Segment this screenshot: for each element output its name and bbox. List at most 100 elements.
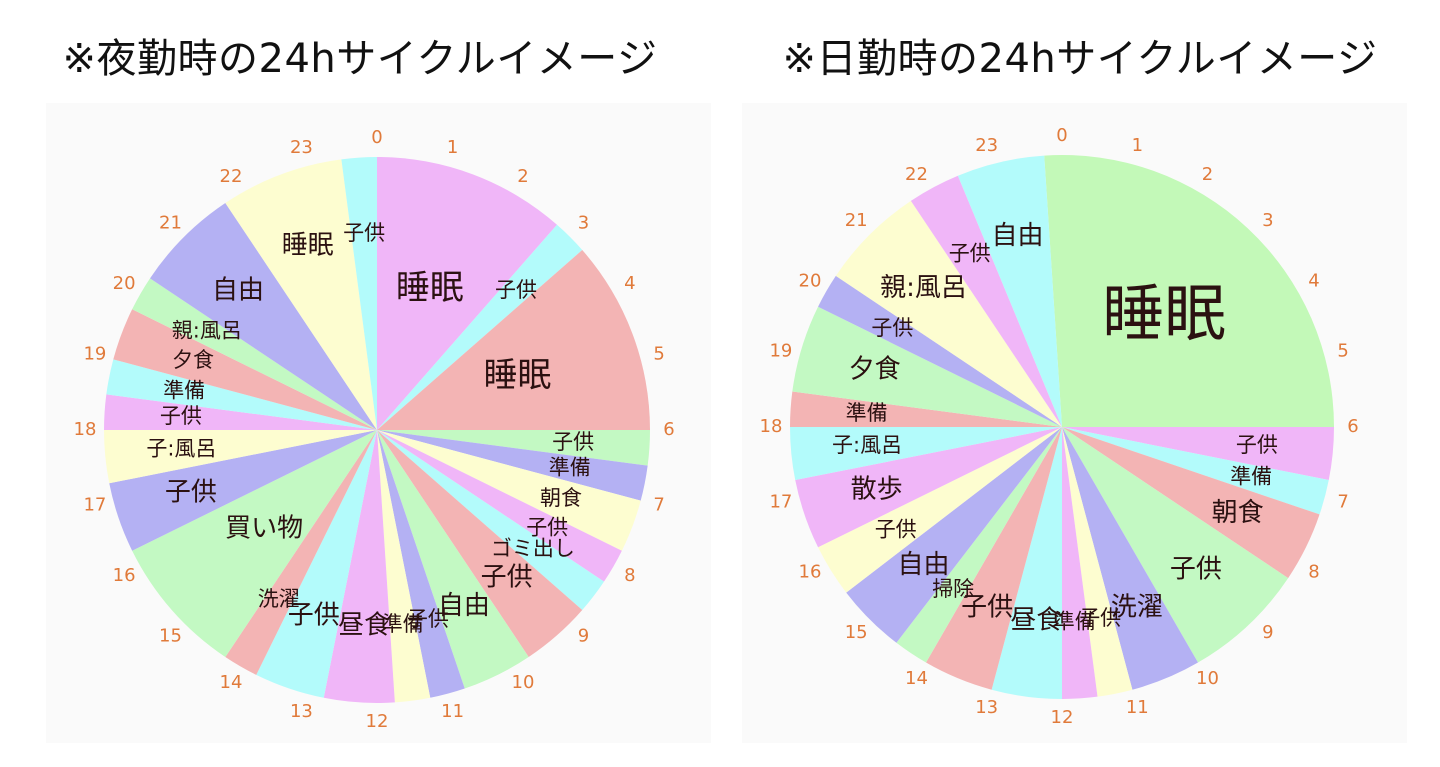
hour-tick-label: 20 <box>113 273 136 294</box>
hour-tick-label: 9 <box>578 626 589 647</box>
hour-tick-label: 22 <box>220 166 243 187</box>
night-shift-pie-chart: 睡眠 子供睡眠子供準備朝食子供ゴミ出し子供自由子供準備昼食子供洗濯買い物子供子:風… <box>74 127 675 732</box>
hour-tick-label: 5 <box>653 343 664 364</box>
pie-slice <box>225 159 377 430</box>
hour-tick-label: 21 <box>159 213 182 234</box>
slice-label: 子供 <box>875 517 917 541</box>
hour-tick-label: 22 <box>905 164 928 185</box>
pie-slice <box>377 430 648 501</box>
hour-tick-label: 10 <box>1196 668 1219 689</box>
pie-slice <box>106 359 377 430</box>
hour-tick-label: 0 <box>371 127 382 148</box>
pie-slice <box>377 430 431 703</box>
hour-tick-label: 10 <box>512 672 535 693</box>
pie-slice <box>377 430 465 698</box>
slice-label: 準備 <box>163 379 205 403</box>
chart-title: ※日勤時の24hサイクルイメージ <box>782 36 1378 82</box>
pie-slice <box>792 306 1062 427</box>
slice-label: 親:風呂 <box>880 273 967 303</box>
slice-label: 子供 <box>526 515 568 539</box>
hour-tick-label: 21 <box>845 210 868 231</box>
hour-tick-label: 3 <box>1262 210 1273 231</box>
pie-slice <box>795 427 1062 548</box>
slice-label: 睡眠 <box>1102 277 1226 350</box>
slice-label: 睡眠 <box>282 231 334 261</box>
slice-label: 子供 <box>288 601 340 631</box>
slice-label: 洗濯 <box>1111 592 1163 622</box>
hour-tick-label: 11 <box>1126 697 1149 718</box>
pie-slice <box>256 430 377 698</box>
slice-label: 子供 <box>481 562 533 592</box>
hour-tick-label: 19 <box>83 343 106 364</box>
pie-slice <box>957 155 1062 427</box>
chart-title: ※夜勤時の24hサイクルイメージ <box>62 36 658 82</box>
day-shift-pie-chart: 睡眠子供準備朝食子供洗濯子供準備昼食子供掃除自由子供散歩子:風呂準備夕食子供親:… <box>760 125 1359 728</box>
hour-tick-label: 18 <box>760 416 783 437</box>
hour-tick-label: 19 <box>769 341 792 362</box>
slice-label: 子供 <box>1079 606 1121 630</box>
hour-tick-label: 15 <box>159 626 182 647</box>
pie-slice <box>377 224 583 430</box>
pie-slice <box>377 250 650 430</box>
hour-tick-label: 11 <box>441 701 464 722</box>
slice-labels: 睡眠 子供睡眠子供準備朝食子供ゴミ出し子供自由子供準備昼食子供洗濯買い物子供子:風… <box>146 221 594 641</box>
slice-label: 子供 <box>552 430 594 454</box>
slice-label: 準備 <box>1054 609 1096 633</box>
hour-tick-label: 4 <box>624 273 635 294</box>
hour-tick-label: 23 <box>975 135 998 156</box>
slice-label: 自由 <box>897 550 949 580</box>
pie-slice <box>991 427 1062 699</box>
pie-slice <box>341 157 377 430</box>
pie-slice <box>1062 427 1098 699</box>
pie-slice <box>910 175 1062 427</box>
hour-tick-label: 16 <box>113 565 136 586</box>
pie-slice <box>150 203 377 430</box>
pie-slices <box>104 157 650 704</box>
slice-label: 準備 <box>549 455 591 479</box>
pie-slice <box>926 427 1062 690</box>
pie-slice <box>818 275 1062 427</box>
pie-slice <box>1062 427 1133 697</box>
pie-slice <box>113 309 378 430</box>
slice-label: 洗濯 <box>258 587 300 611</box>
pie-slice <box>790 427 1062 481</box>
slice-labels: 睡眠子供準備朝食子供洗濯子供準備昼食子供掃除自由子供散歩子:風呂準備夕食子供親:… <box>832 221 1278 636</box>
slice-label: 睡眠 <box>396 268 464 308</box>
slice-label: 子:風呂 <box>146 436 216 460</box>
slice-label: 自由 <box>212 276 264 306</box>
pie-slice <box>225 430 377 675</box>
hour-tick-label: 1 <box>1132 135 1143 156</box>
hour-tick-label: 20 <box>799 271 822 292</box>
hour-tick-label: 14 <box>905 668 928 689</box>
slice-label: 自由 <box>438 591 490 621</box>
hour-tick-label: 23 <box>290 137 313 158</box>
slice-label: 買い物 <box>225 514 303 544</box>
pie-slice <box>377 430 583 657</box>
hour-tick-label: 4 <box>1308 271 1319 292</box>
hour-tick-label: 12 <box>366 711 389 732</box>
slice-label: 夕食 <box>172 348 214 372</box>
slice-label: 子供 <box>160 404 202 428</box>
slice-label: 子供 <box>407 607 449 631</box>
hour-tick-label: 3 <box>578 213 589 234</box>
slice-label: 子供 <box>165 478 217 508</box>
hour-tick-label: 2 <box>1202 164 1213 185</box>
pie-slice <box>1062 427 1329 515</box>
pie-slice <box>109 430 377 551</box>
hour-tick-label: 17 <box>769 491 792 512</box>
pie-slice <box>1044 154 1334 427</box>
slice-label: 準備 <box>846 401 888 425</box>
slice-label: 子供 <box>871 316 913 340</box>
slice-label: 子供 <box>1170 554 1222 584</box>
pie-slice <box>1062 427 1198 690</box>
pie-slice <box>818 427 1062 593</box>
slice-label: 朝食 <box>1212 498 1264 528</box>
hour-tick-label: 17 <box>83 495 106 516</box>
slice-label: 自由 <box>991 221 1043 251</box>
pie-slice <box>790 391 1062 427</box>
pie-slice <box>1062 427 1320 579</box>
slice-label: 昼食 <box>1010 606 1062 636</box>
pie-slice <box>896 427 1062 663</box>
